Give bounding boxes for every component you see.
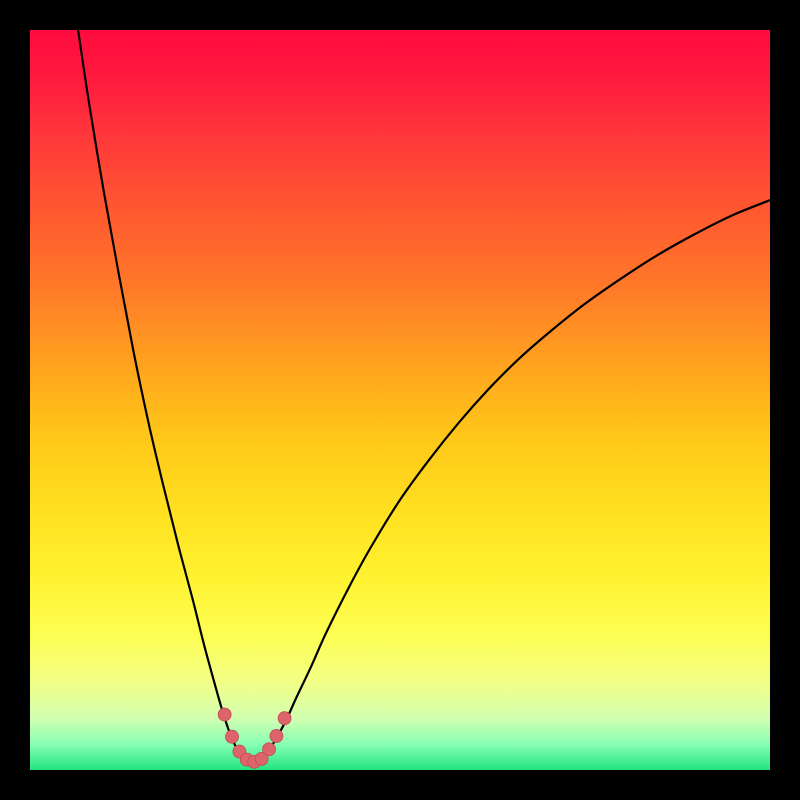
data-marker — [263, 743, 276, 756]
data-marker — [226, 730, 239, 743]
plot-background — [30, 30, 770, 770]
bottleneck-chart — [0, 0, 800, 800]
data-marker — [278, 712, 291, 725]
data-marker — [270, 729, 283, 742]
plot-container — [0, 0, 800, 800]
data-marker — [218, 708, 231, 721]
